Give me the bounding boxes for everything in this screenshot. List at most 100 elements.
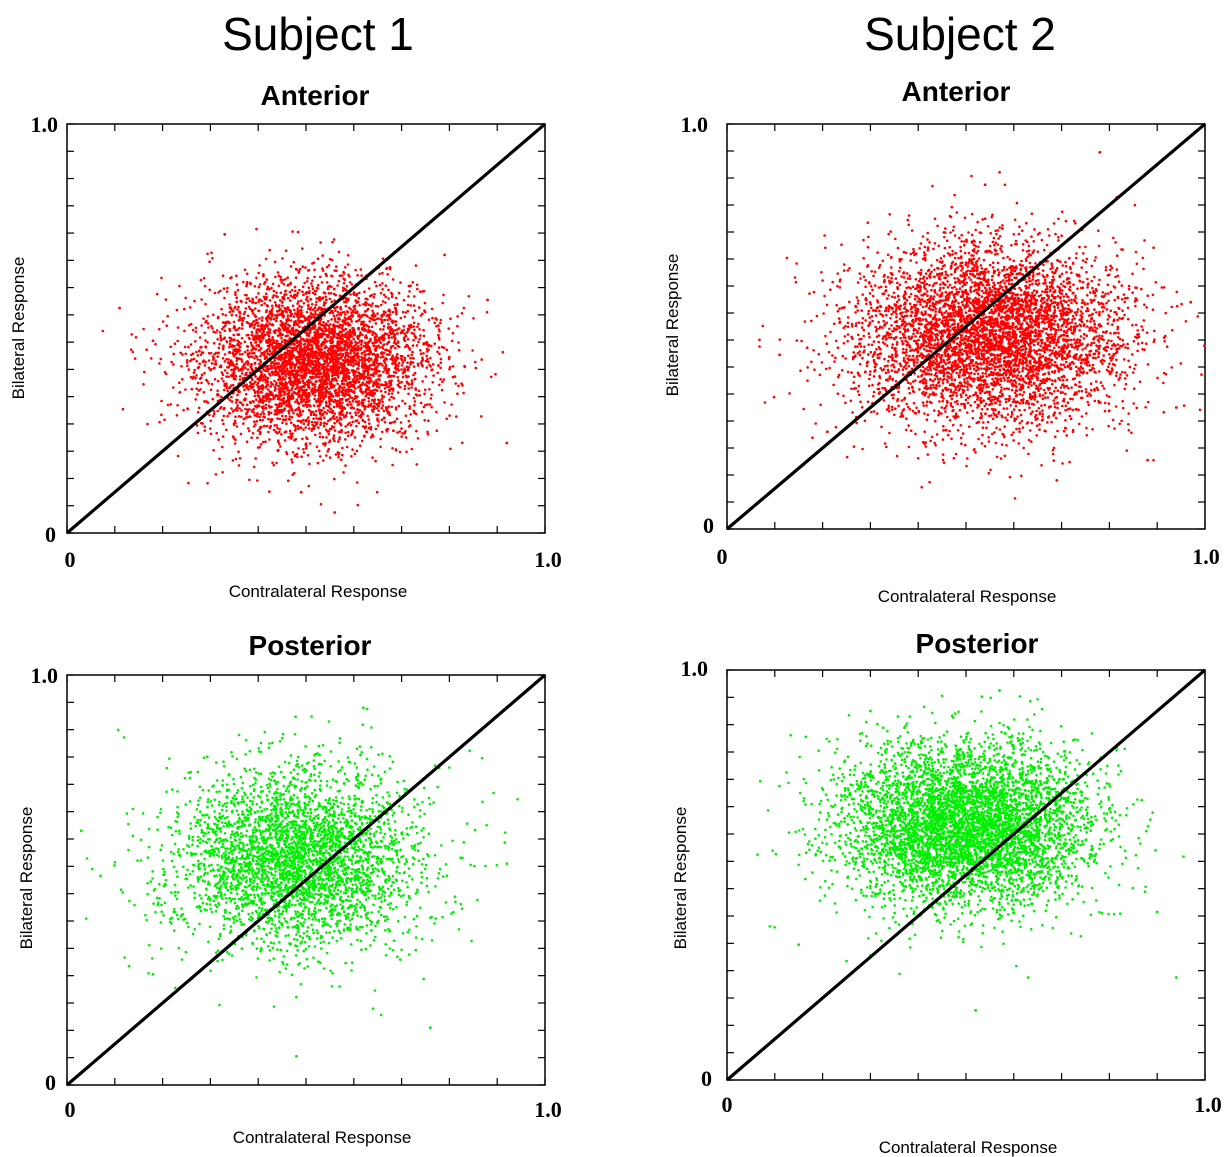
data-point — [427, 318, 431, 322]
data-point — [305, 298, 308, 301]
data-point — [283, 351, 287, 355]
data-point — [351, 327, 354, 330]
data-point — [328, 387, 331, 391]
data-point — [182, 408, 185, 412]
data-point — [231, 351, 235, 354]
data-point — [785, 256, 789, 260]
data-point — [360, 439, 364, 443]
data-point — [266, 341, 270, 345]
data-point — [212, 410, 216, 413]
data-point — [206, 379, 209, 383]
data-point — [246, 408, 250, 411]
data-point — [210, 251, 213, 255]
data-point — [277, 385, 280, 388]
data-point — [277, 448, 280, 452]
data-point — [255, 276, 258, 280]
data-point — [980, 442, 984, 445]
data-point — [358, 318, 361, 322]
data-point — [311, 372, 315, 375]
data-point — [359, 373, 362, 377]
data-point — [462, 391, 465, 395]
data-point — [145, 348, 148, 352]
data-point — [380, 430, 384, 434]
data-point — [316, 404, 320, 408]
data-point — [260, 405, 264, 409]
data-point — [255, 296, 258, 299]
data-point — [276, 440, 280, 444]
data-point — [344, 392, 347, 396]
data-point — [394, 448, 398, 451]
data-point — [451, 365, 455, 368]
data-point — [361, 327, 364, 330]
data-point — [272, 463, 276, 467]
data-point — [353, 452, 357, 456]
data-point — [250, 355, 254, 359]
outlier-point — [505, 441, 509, 445]
data-point — [329, 360, 332, 363]
data-point — [391, 362, 394, 365]
data-point — [237, 390, 240, 394]
data-point — [408, 405, 412, 408]
data-point — [404, 311, 408, 314]
data-point — [254, 341, 257, 344]
data-point — [352, 364, 355, 368]
data-point — [456, 324, 459, 328]
data-point — [333, 429, 337, 432]
data-point — [284, 414, 288, 418]
data-point — [275, 294, 278, 298]
data-point — [319, 372, 323, 376]
data-point — [263, 296, 266, 299]
data-point — [431, 316, 434, 320]
data-point — [283, 439, 287, 442]
data-point — [245, 411, 248, 415]
data-point — [314, 389, 318, 393]
data-point — [425, 342, 429, 345]
data-point — [360, 390, 363, 394]
data-point — [200, 351, 204, 354]
data-point — [257, 298, 261, 302]
data-point — [356, 400, 360, 404]
data-point — [312, 362, 315, 366]
data-point — [908, 408, 912, 411]
y-tick-label-bottom: 0 — [45, 522, 56, 547]
data-point — [364, 353, 368, 356]
data-point — [402, 370, 406, 374]
data-point — [280, 336, 283, 340]
data-point — [257, 285, 261, 289]
data-point — [217, 291, 220, 294]
data-point — [337, 250, 341, 254]
data-point — [251, 399, 255, 403]
data-point — [406, 303, 410, 307]
data-point — [334, 453, 338, 456]
data-point — [290, 388, 293, 392]
data-point — [360, 414, 363, 417]
data-point — [318, 432, 322, 435]
data-point — [414, 264, 418, 267]
data-point — [473, 360, 477, 364]
data-point — [407, 354, 410, 358]
data-point — [418, 290, 422, 294]
data-point — [311, 279, 314, 283]
data-point — [342, 319, 346, 323]
data-point — [322, 406, 326, 410]
data-point — [249, 341, 253, 345]
data-point — [334, 360, 338, 364]
data-point — [310, 377, 313, 380]
data-point — [322, 422, 326, 425]
data-point — [228, 412, 231, 415]
data-point — [335, 336, 339, 340]
data-point — [213, 378, 217, 381]
data-point — [236, 328, 239, 331]
data-point — [223, 384, 226, 388]
data-point — [221, 445, 224, 449]
data-point — [336, 310, 340, 314]
data-point — [367, 392, 371, 395]
data-point — [461, 384, 464, 387]
data-point — [450, 403, 453, 406]
data-point — [398, 430, 402, 433]
data-point — [501, 350, 505, 354]
data-point — [318, 333, 322, 336]
data-point — [314, 356, 317, 359]
data-point — [326, 372, 330, 375]
